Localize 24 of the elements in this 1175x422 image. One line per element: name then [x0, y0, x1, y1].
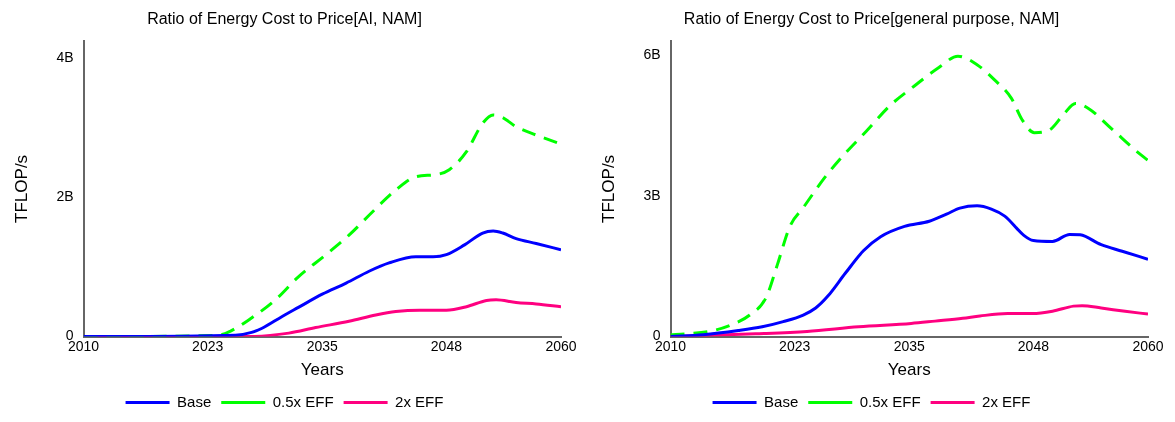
- y-tick-label: 2B: [56, 188, 74, 205]
- chart-title: Ratio of Energy Cost to Price[general purpose, NAM]: [683, 10, 1060, 28]
- x-axis-title: Years: [300, 360, 344, 380]
- x-tick-label: 2048: [430, 338, 463, 355]
- y-tick-label: 3B: [643, 186, 661, 203]
- x-tick-label: 2023: [192, 338, 224, 355]
- x-tick-label: 2023: [779, 338, 811, 355]
- y-tick-label: 6B: [643, 46, 661, 63]
- legend-label: 2x EFF: [395, 392, 444, 410]
- legend-label: 2x EFF: [982, 392, 1031, 410]
- y-tick-label: 4B: [56, 49, 74, 66]
- y-axis-title: TFLOP/s: [11, 154, 31, 223]
- x-tick-label: 2035: [893, 338, 926, 355]
- chart-title: Ratio of Energy Cost to Price[AI, NAM]: [147, 10, 422, 28]
- x-axis-title: Years: [887, 360, 931, 380]
- legend-label: Base: [177, 392, 212, 410]
- y-axis-title: TFLOP/s: [598, 154, 618, 223]
- x-tick-label: 2060: [545, 338, 577, 355]
- legend-label: Base: [764, 392, 799, 410]
- x-tick-label: 2048: [1017, 338, 1050, 355]
- x-tick-label: 2035: [306, 338, 339, 355]
- x-tick-label: 2060: [1132, 338, 1164, 355]
- legend-label: 0.5x EFF: [272, 392, 334, 410]
- legend-label: 0.5x EFF: [859, 392, 921, 410]
